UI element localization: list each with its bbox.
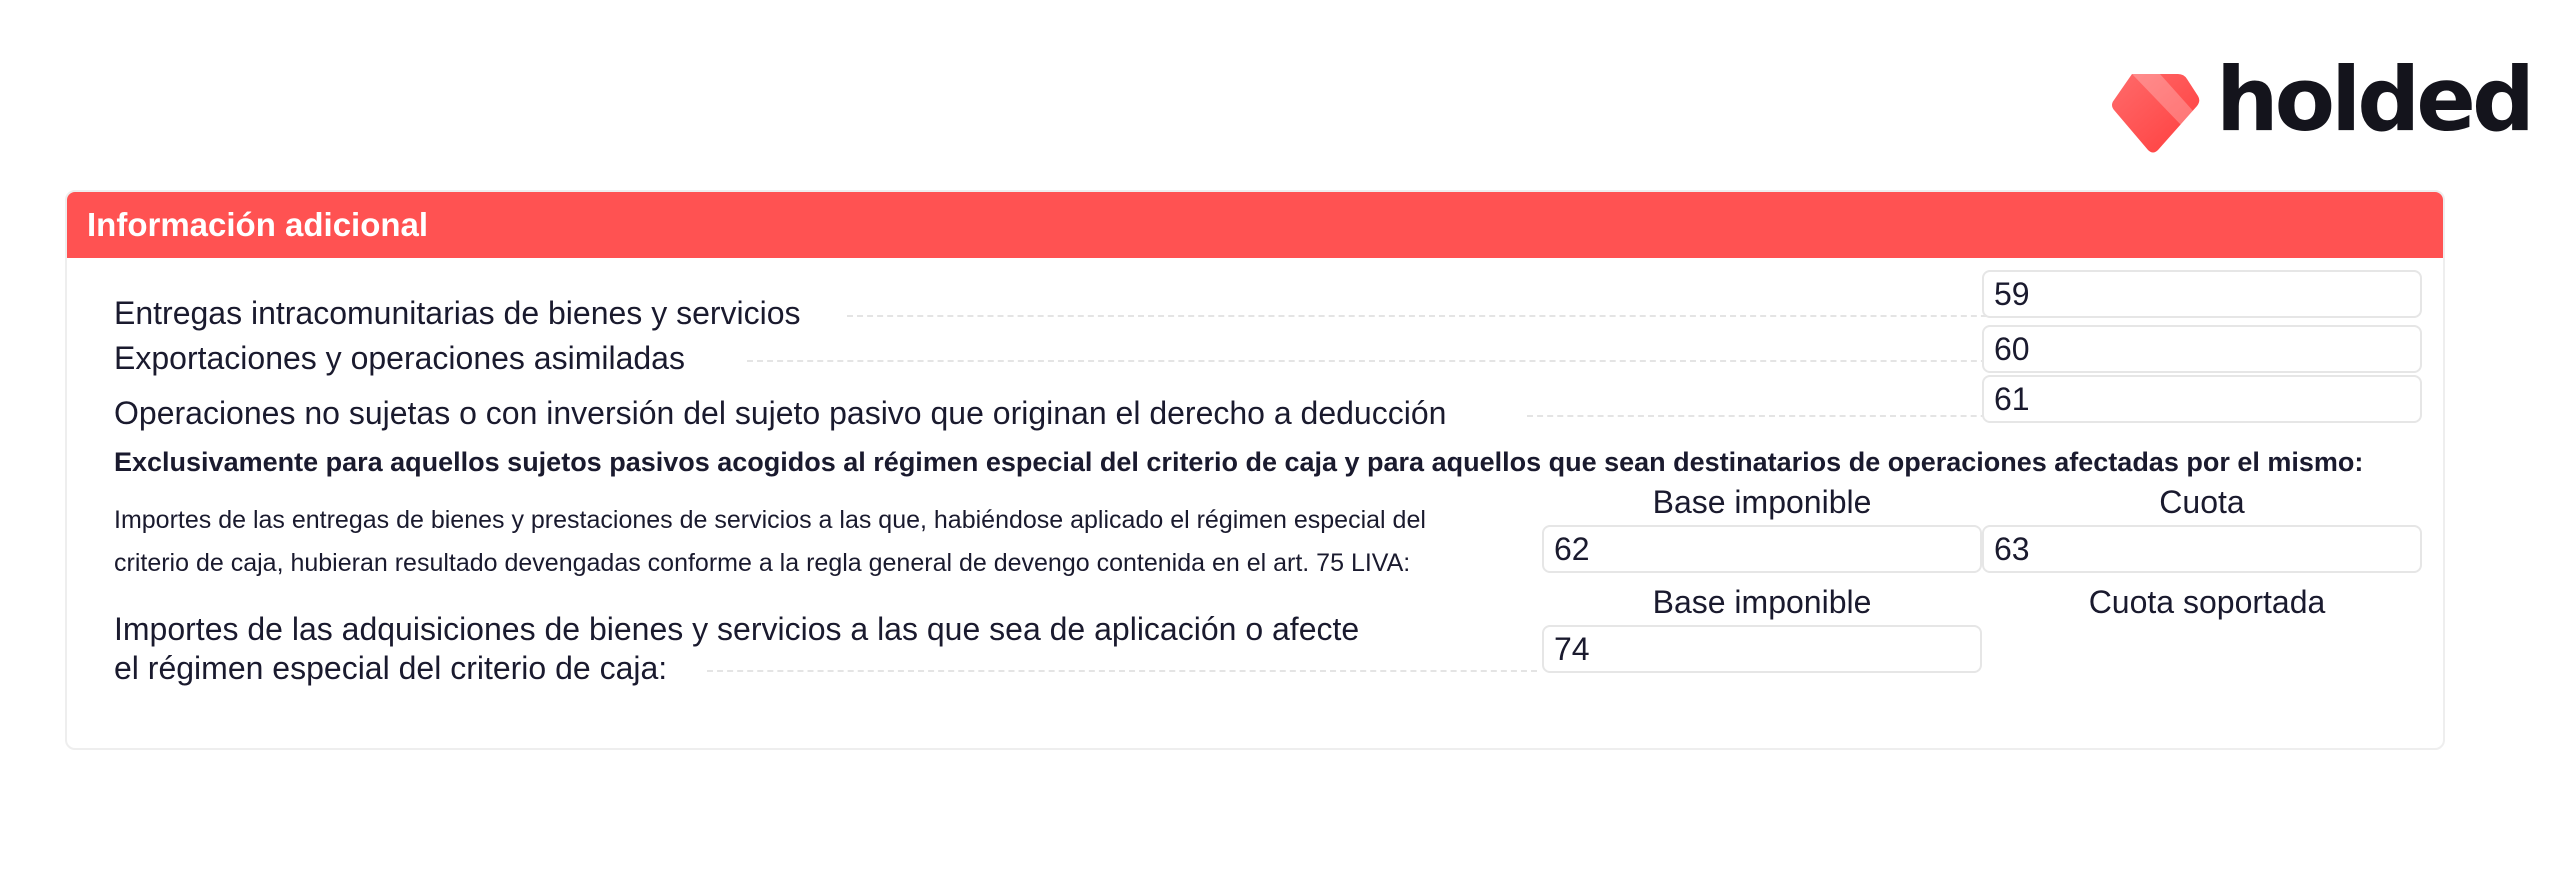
box-60-input[interactable]: 60 (1982, 325, 2422, 373)
column-base-imponible: Base imponible (1652, 484, 1872, 520)
dotted-leader (1527, 415, 2017, 417)
row-label-60: Exportaciones y operaciones asimiladas (114, 342, 701, 374)
acquisitions-label-line2: el régimen especial del criterio de caja… (114, 652, 684, 684)
brand-wordmark: holded (2216, 48, 2535, 151)
cash-regime-note: Exclusivamente para aquellos sujetos pas… (114, 447, 2364, 477)
box-63-input[interactable]: 63 (1982, 525, 2422, 573)
additional-info-card: Información adicional Entregas intracomu… (65, 190, 2445, 750)
dotted-leader (847, 315, 2017, 317)
column-cuota: Cuota (2159, 484, 2245, 520)
column-cuota-soportada: Cuota soportada (2088, 584, 2326, 620)
diamond-logo-icon (2112, 74, 2200, 153)
box-74-input[interactable]: 74 (1542, 625, 1982, 673)
row-label-61: Operaciones no sujetas o con inversión d… (114, 397, 1463, 429)
column-base-imponible: Base imponible (1652, 584, 1872, 620)
box-61-input[interactable]: 61 (1982, 375, 2422, 423)
row-label-59: Entregas intracomunitarias de bienes y s… (114, 297, 817, 329)
section-title: Información adicional (67, 192, 2443, 258)
holded-logo: holded (2108, 56, 2535, 154)
box-59-input[interactable]: 59 (1982, 270, 2422, 318)
acquisitions-label-line1: Importes de las adquisiciones de bienes … (114, 613, 1376, 645)
deliveries-label-line2: criterio de caja, hubieran resultado dev… (114, 549, 1411, 577)
dotted-leader (747, 360, 2017, 362)
deliveries-label-line1: Importes de las entregas de bienes y pre… (114, 506, 1426, 534)
dotted-leader (707, 670, 1537, 672)
box-62-input[interactable]: 62 (1542, 525, 1982, 573)
